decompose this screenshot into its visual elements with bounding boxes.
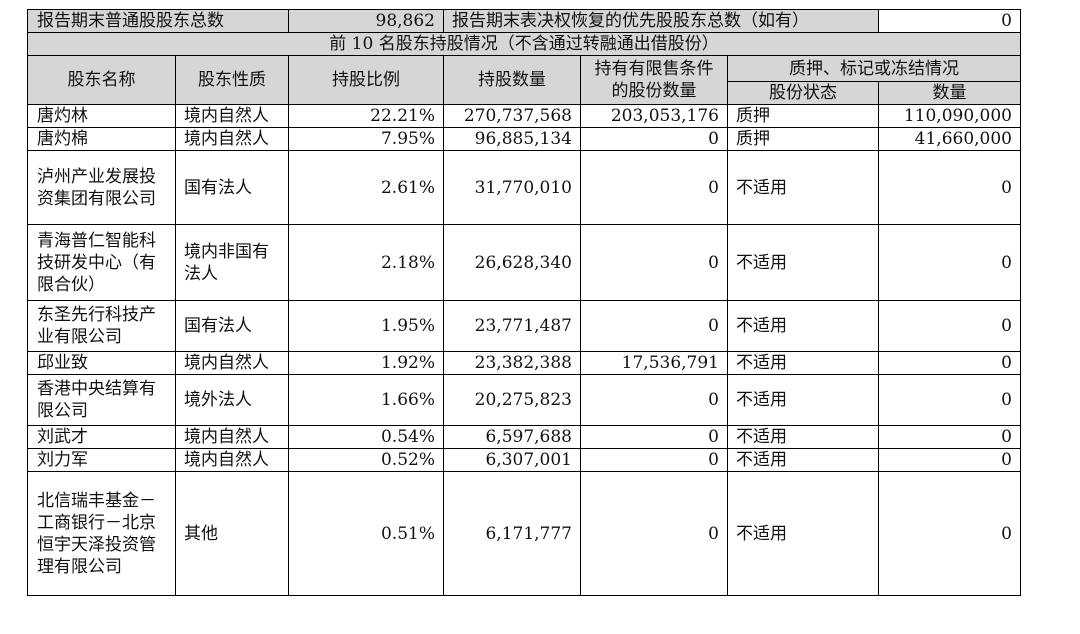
row-quantity: 20,275,823 [443,374,581,426]
row-quantity: 23,382,388 [443,351,581,375]
row-restricted: 0 [580,471,728,596]
row-name: 刘武才 [27,425,176,449]
common-shareholders-label: 报告期末普通股股东总数 [27,9,289,33]
header-quantity: 持股数量 [443,55,581,105]
row-quantity: 270,737,568 [443,104,581,128]
row-quantity: 31,770,010 [443,150,581,225]
section-title-row: 前 10 名股东持股情况（不含通过转融通出借股份） [27,32,1021,56]
row-nature: 国有法人 [175,150,289,225]
row-restricted: 0 [580,374,728,426]
header-count: 数量 [878,81,1021,105]
row-ratio: 1.92% [288,351,444,375]
row-restricted: 203,053,176 [580,104,728,128]
row-status: 不适用 [727,150,879,225]
row-count: 0 [878,351,1021,375]
row-name: 刘力军 [27,448,176,472]
row-status: 不适用 [727,425,879,449]
row-status: 质押 [727,127,879,151]
section-title: 前 10 名股东持股情况（不含通过转融通出借股份） [27,32,1021,56]
row-name: 唐灼林 [27,104,176,128]
row-ratio: 0.52% [288,448,444,472]
row-ratio: 7.95% [288,127,444,151]
row-status: 质押 [727,104,879,128]
row-ratio: 2.61% [288,150,444,225]
row-restricted: 0 [580,150,728,225]
row-nature: 境内自然人 [175,448,289,472]
header-ratio: 持股比例 [288,55,444,105]
row-quantity: 26,628,340 [443,224,581,301]
row-ratio: 1.95% [288,300,444,352]
row-restricted: 17,536,791 [580,351,728,375]
row-name: 邱业致 [27,351,176,375]
header-row-1: 股东名称 股东性质 持股比例 持股数量 持有有限售条件的股份数量 质押、标记或冻… [27,55,1021,105]
table-row: 泸州产业发展投资集团有限公司 国有法人 2.61% 31,770,010 0 不… [27,150,1021,225]
table-row: 香港中央结算有限公司 境外法人 1.66% 20,275,823 0 不适用 0 [27,374,1021,426]
row-quantity: 96,885,134 [443,127,581,151]
header-share-status: 股份状态 [727,81,879,105]
row-name: 唐灼棉 [27,127,176,151]
preferred-shareholders-label: 报告期末表决权恢复的优先股股东总数（如有） [443,9,879,33]
row-quantity: 6,307,001 [443,448,581,472]
row-restricted: 0 [580,127,728,151]
row-nature: 国有法人 [175,300,289,352]
row-restricted: 0 [580,425,728,449]
row-count: 0 [878,224,1021,301]
header-restricted: 持有有限售条件的股份数量 [580,55,728,105]
row-name: 北信瑞丰基金－工商银行－北京恒宇天泽投资管理有限公司 [27,471,176,596]
table-row: 邱业致 境内自然人 1.92% 23,382,388 17,536,791 不适… [27,351,1021,375]
table-row: 北信瑞丰基金－工商银行－北京恒宇天泽投资管理有限公司 其他 0.51% 6,17… [27,471,1021,596]
row-nature: 其他 [175,471,289,596]
row-name: 香港中央结算有限公司 [27,374,176,426]
row-count: 0 [878,150,1021,225]
shareholder-table: 报告期末普通股股东总数 98,862 报告期末表决权恢复的优先股股东总数（如有）… [27,9,1021,596]
row-nature: 境内自然人 [175,127,289,151]
row-ratio: 0.51% [288,471,444,596]
row-status: 不适用 [727,300,879,352]
row-count: 0 [878,300,1021,352]
table-row: 东圣先行科技产业有限公司 国有法人 1.95% 23,771,487 0 不适用… [27,300,1021,352]
header-name: 股东名称 [27,55,176,105]
row-count: 0 [878,374,1021,426]
header-pledge-group: 质押、标记或冻结情况 [727,55,1021,82]
row-count: 41,660,000 [878,127,1021,151]
row-status: 不适用 [727,374,879,426]
row-count: 0 [878,471,1021,596]
table-row: 刘力军 境内自然人 0.52% 6,307,001 0 不适用 0 [27,448,1021,472]
row-name: 泸州产业发展投资集团有限公司 [27,150,176,225]
shareholder-table-wrapper: 报告期末普通股股东总数 98,862 报告期末表决权恢复的优先股股东总数（如有）… [27,9,1021,596]
preferred-shareholders-value: 0 [878,9,1021,33]
row-nature: 境内自然人 [175,425,289,449]
table-row: 刘武才 境内自然人 0.54% 6,597,688 0 不适用 0 [27,425,1021,449]
row-ratio: 2.18% [288,224,444,301]
table-row: 唐灼棉 境内自然人 7.95% 96,885,134 0 质押 41,660,0… [27,127,1021,151]
summary-row: 报告期末普通股股东总数 98,862 报告期末表决权恢复的优先股股东总数（如有）… [27,9,1021,33]
row-quantity: 6,171,777 [443,471,581,596]
row-ratio: 0.54% [288,425,444,449]
row-quantity: 6,597,688 [443,425,581,449]
row-nature: 境内自然人 [175,351,289,375]
row-status: 不适用 [727,224,879,301]
common-shareholders-value: 98,862 [288,9,444,33]
row-ratio: 1.66% [288,374,444,426]
table-row: 唐灼林 境内自然人 22.21% 270,737,568 203,053,176… [27,104,1021,128]
row-status: 不适用 [727,448,879,472]
row-nature: 境内非国有法人 [175,224,289,301]
row-name: 青海普仁智能科技研发中心（有限合伙） [27,224,176,301]
row-count: 0 [878,425,1021,449]
row-ratio: 22.21% [288,104,444,128]
row-status: 不适用 [727,471,879,596]
row-nature: 境外法人 [175,374,289,426]
row-name: 东圣先行科技产业有限公司 [27,300,176,352]
row-count: 110,090,000 [878,104,1021,128]
row-count: 0 [878,448,1021,472]
table-row: 青海普仁智能科技研发中心（有限合伙） 境内非国有法人 2.18% 26,628,… [27,224,1021,301]
row-status: 不适用 [727,351,879,375]
row-quantity: 23,771,487 [443,300,581,352]
row-restricted: 0 [580,448,728,472]
row-restricted: 0 [580,224,728,301]
row-restricted: 0 [580,300,728,352]
row-nature: 境内自然人 [175,104,289,128]
header-nature: 股东性质 [175,55,289,105]
